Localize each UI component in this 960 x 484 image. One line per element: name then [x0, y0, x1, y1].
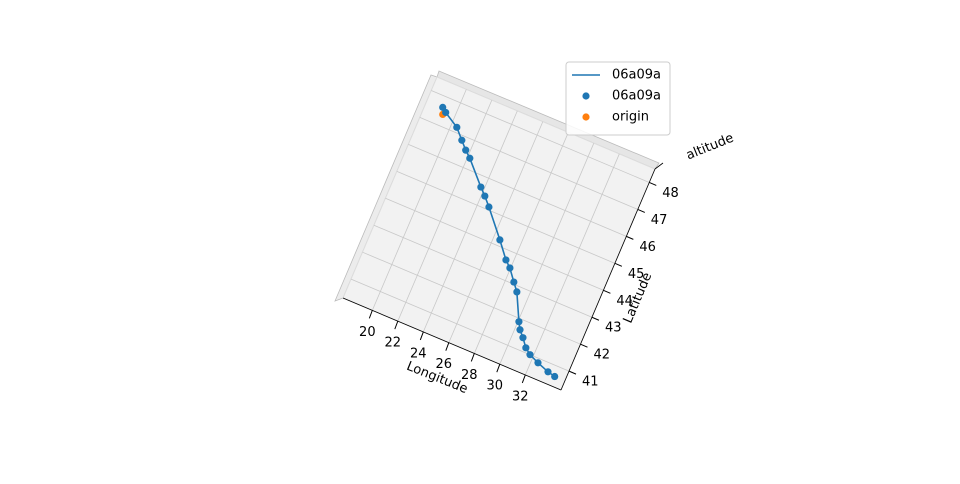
y-tick	[580, 343, 588, 348]
x-tick-label: 22	[385, 336, 402, 351]
grid-line	[396, 170, 616, 264]
y-tick	[568, 370, 577, 375]
grid-line	[397, 99, 493, 322]
y-tick	[649, 182, 657, 186]
y-tick	[603, 289, 611, 294]
series-line	[442, 106, 556, 378]
y-tick	[614, 262, 623, 267]
z-axis	[654, 162, 664, 170]
x-tick-label: 24	[410, 346, 427, 361]
grid-line	[473, 132, 569, 354]
x-tick-label: 30	[487, 379, 504, 394]
grid-line	[499, 143, 595, 365]
grid-line	[419, 117, 638, 210]
scatter-point	[519, 334, 527, 342]
z-axis-label: altitude	[684, 131, 736, 164]
x-tick	[521, 374, 526, 384]
scatter-point	[485, 203, 493, 211]
grid-line	[431, 90, 650, 183]
scatter-point	[522, 344, 530, 352]
scatter-point	[526, 351, 534, 359]
legend-label: 06a09a	[612, 89, 661, 104]
x-tick-label: 32	[512, 389, 529, 404]
y-tick-label: 43	[605, 321, 622, 336]
x-tick	[470, 353, 475, 362]
scatter-point	[506, 264, 514, 272]
legend-label: 06a09a	[612, 68, 661, 83]
y-tick-label: 45	[628, 267, 645, 282]
legend-swatch	[582, 113, 590, 121]
scatter-point	[477, 183, 485, 191]
grid-line	[524, 153, 620, 376]
legend-label: origin	[612, 110, 649, 125]
y-tick	[591, 316, 600, 321]
y-tick-label: 44	[616, 294, 633, 309]
legend: 06a09a 06a09a origin	[565, 61, 671, 136]
x-tick	[445, 342, 450, 351]
scatter-point	[515, 318, 523, 326]
x-tick	[368, 310, 373, 319]
y-axis	[560, 168, 656, 391]
grid-line	[385, 197, 604, 291]
grid-line	[373, 224, 593, 318]
y-tick	[626, 235, 634, 240]
y-tick-label: 48	[662, 186, 679, 201]
scatter-point	[551, 372, 559, 381]
scatter-point	[496, 236, 504, 244]
x-tick-label: 28	[461, 368, 478, 383]
x-tick-label: 26	[436, 357, 453, 372]
scatter-point	[534, 359, 542, 367]
grid-line	[448, 121, 544, 343]
grid-line	[371, 89, 467, 311]
y-tick	[637, 208, 646, 213]
x-tick	[394, 320, 399, 330]
grid-line	[408, 144, 627, 237]
scatter-point	[516, 326, 524, 334]
x-tick	[496, 363, 501, 373]
x-tick	[419, 331, 424, 341]
axes: 20 22 24 26 28 30 32 41 42 43 44 45 46 47 48	[334, 70, 679, 404]
scatter-point	[442, 108, 450, 117]
x-tick-label: 20	[359, 325, 376, 340]
scatter-point	[513, 288, 521, 296]
y-tick-label: 41	[582, 375, 599, 390]
scatter-point	[510, 278, 518, 286]
y-tick-label: 47	[651, 213, 668, 228]
x-axis	[342, 297, 562, 391]
scatter-point	[453, 123, 461, 131]
y-tick-label: 42	[593, 348, 610, 363]
scatter-point	[544, 368, 552, 376]
scatter-point	[466, 154, 474, 162]
scatter-point	[458, 136, 466, 144]
legend-swatch	[582, 92, 590, 100]
scatter-point	[462, 146, 470, 154]
scatter-point	[481, 192, 489, 200]
grid-line	[422, 110, 518, 333]
grid-line	[362, 251, 581, 345]
scatter-point	[502, 256, 510, 264]
legend-frame	[565, 61, 671, 136]
y-tick-label: 46	[639, 240, 656, 255]
